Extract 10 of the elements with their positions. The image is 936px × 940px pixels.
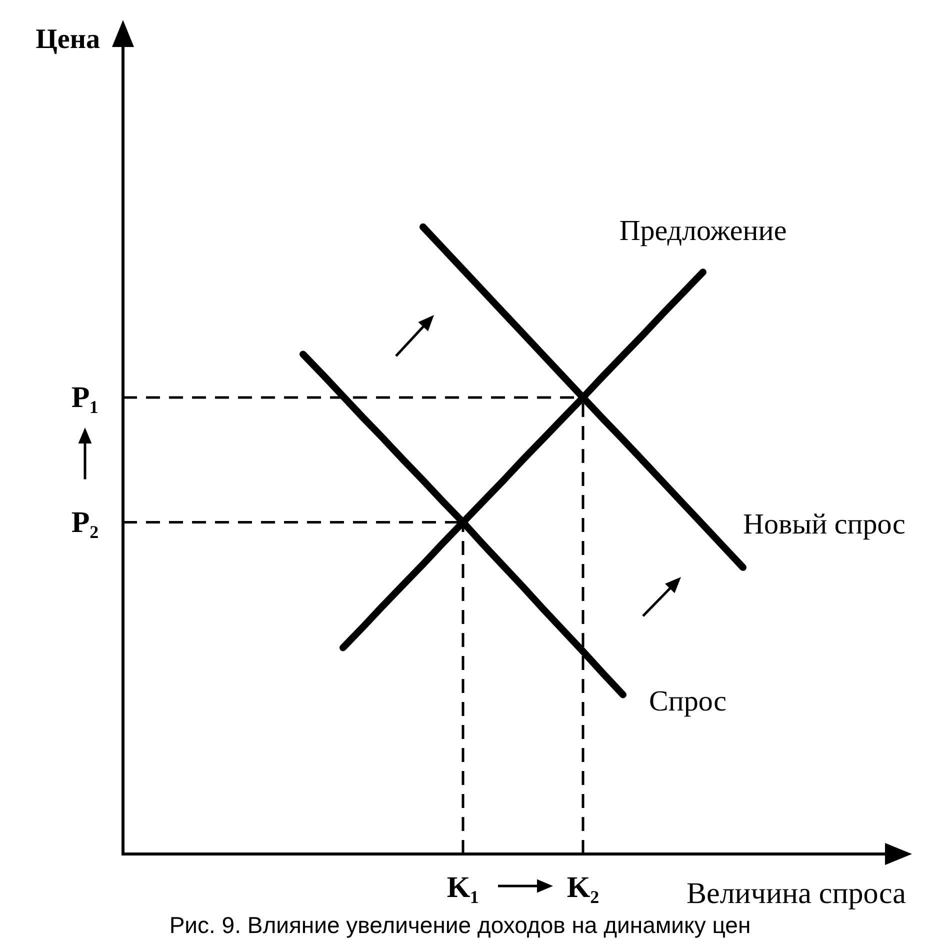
x-tick-label: K₁ — [446, 871, 480, 904]
series-label: Предложение — [619, 215, 787, 248]
text: Цена — [36, 24, 100, 55]
text: Рис. 9. Влияние увеличение доходов на динамику цен — [169, 912, 751, 938]
series-label: Спрос — [649, 686, 726, 718]
x-axis-title: Величина спроса — [686, 877, 906, 910]
series-label: Новый спрос — [743, 508, 906, 540]
series-label: P₁ — [71, 380, 99, 414]
legend-label: P₂ — [71, 506, 99, 539]
x-tick-label: K₂ — [566, 871, 600, 904]
